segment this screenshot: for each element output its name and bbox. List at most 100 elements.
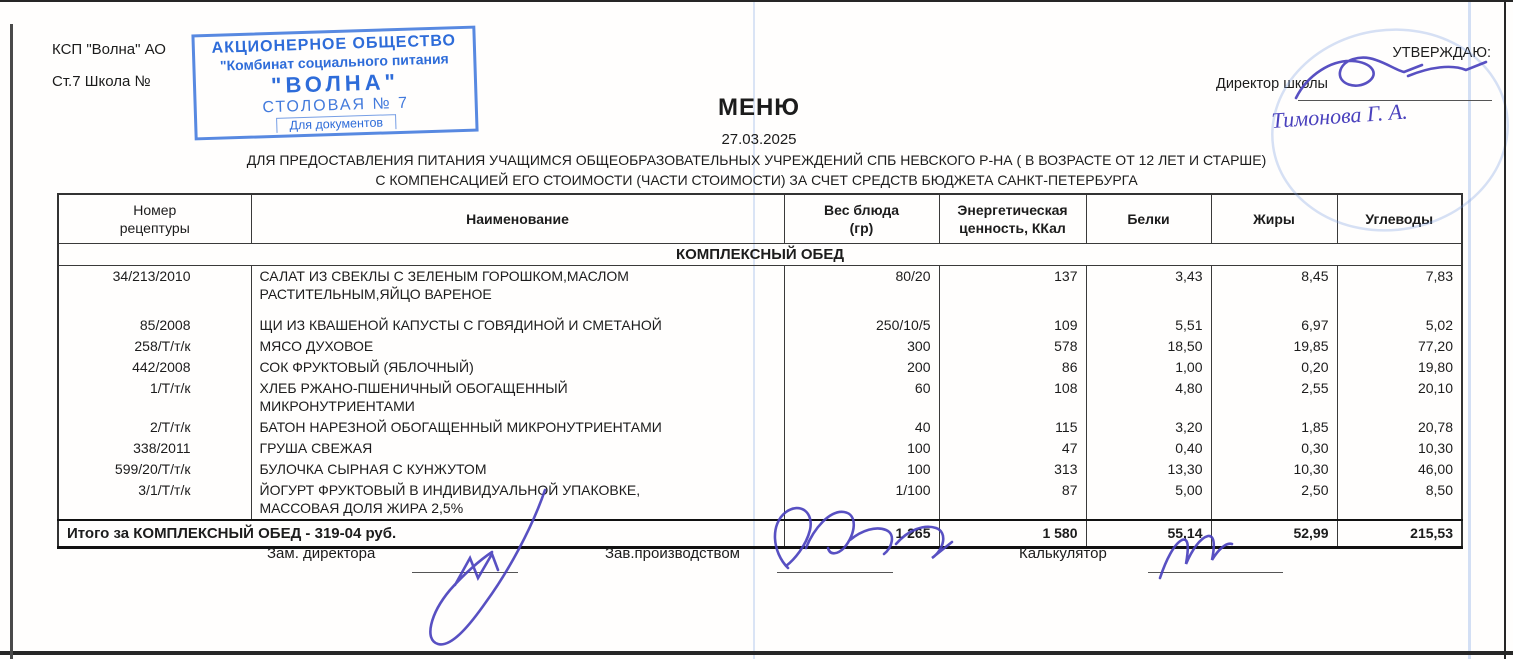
production-signature-line <box>777 572 893 573</box>
col-header-protein: Белки <box>1085 193 1212 244</box>
title-block: МЕНЮ 27.03.2025 <box>57 94 1461 148</box>
cell-protein: 5,51 <box>1085 315 1212 336</box>
purpose-text: ДЛЯ ПРЕДОСТАВЛЕНИЯ ПИТАНИЯ УЧАЩИМСЯ ОБЩЕ… <box>0 150 1513 190</box>
menu-row: 599/20/Т/т/к БУЛОЧКА СЫРНАЯ С КУНЖУТОМ 100… <box>57 459 1463 480</box>
col-header-fat: Жиры <box>1210 193 1338 244</box>
scan-fold-line <box>1468 0 1471 659</box>
menu-table-body: 34/213/2010 САЛАТ ИЗ СВЕКЛЫ С ЗЕЛЕНЫМ ГОР… <box>57 265 1463 520</box>
cell-name: САЛАТ ИЗ СВЕКЛЫ С ЗЕЛЕНЫМ ГОРОШКОМ,МАСЛО… <box>250 265 785 315</box>
cell-code: 338/2011 <box>57 438 252 459</box>
cell-fat: 0,30 <box>1210 438 1338 459</box>
cell-name: БАТОН НАРЕЗНОЙ ОБОГАЩЕННЫЙ МИКРОНУТРИЕНТ… <box>250 417 785 438</box>
deputy-signature-line <box>412 572 518 573</box>
total-kcal: 1 580 <box>938 519 1087 549</box>
cell-fat: 8,45 <box>1210 265 1338 315</box>
purpose-line-1: ДЛЯ ПРЕДОСТАВЛЕНИЯ ПИТАНИЯ УЧАЩИМСЯ ОБЩЕ… <box>246 152 1267 168</box>
org-sub: Ст.7 Школа № <box>52 73 151 90</box>
cell-code: 258/Т/т/к <box>57 336 252 357</box>
cell-kcal: 137 <box>938 265 1087 315</box>
col-header-weight: Вес блюда (гр) <box>783 193 940 244</box>
cell-protein: 0,40 <box>1085 438 1212 459</box>
cell-fat: 2,55 <box>1210 378 1338 417</box>
cell-weight: 1/100 <box>783 480 940 520</box>
cell-fat: 6,97 <box>1210 315 1338 336</box>
cell-kcal: 47 <box>938 438 1087 459</box>
cell-weight: 100 <box>783 459 940 480</box>
cell-code: 1/Т/т/к <box>57 378 252 417</box>
cell-fat: 2,50 <box>1210 480 1338 520</box>
cell-weight: 250/10/5 <box>783 315 940 336</box>
menu-date: 27.03.2025 <box>721 131 797 148</box>
cell-kcal: 86 <box>938 357 1087 378</box>
cell-carbs: 77,20 <box>1336 336 1463 357</box>
approve-label: УТВЕРЖДАЮ: <box>1392 45 1491 61</box>
menu-row: 442/2008 СОК ФРУКТОВЫЙ (ЯБЛОЧНЫЙ) 200 86 1,0… <box>57 357 1463 378</box>
total-fat: 52,99 <box>1210 519 1338 549</box>
org-name: КСП "Волна" АО <box>52 41 166 58</box>
cell-code: 599/20/Т/т/к <box>57 459 252 480</box>
calculator-signature-line <box>1148 572 1283 573</box>
cell-carbs: 7,83 <box>1336 265 1463 315</box>
cell-name: СОК ФРУКТОВЫЙ (ЯБЛОЧНЫЙ) <box>250 357 785 378</box>
total-row: Итого за КОМПЛЕКСНЫЙ ОБЕД - 319-04 руб. … <box>57 519 1463 549</box>
menu-row: 338/2011 ГРУША СВЕЖАЯ 100 47 0,40 0,30 10,30 <box>57 438 1463 459</box>
cell-weight: 40 <box>783 417 940 438</box>
dish-name: СОК ФРУКТОВЫЙ (ЯБЛОЧНЫЙ) <box>259 359 474 375</box>
col-header-energy: Энергетическая ценность, ККал <box>938 193 1087 244</box>
menu-row: 85/2008 ЩИ ИЗ КВАШЕНОЙ КАПУСТЫ С ГОВЯДИНО… <box>57 315 1463 336</box>
dish-name: МЯСО ДУХОВОЕ <box>259 338 374 354</box>
cell-name: ЙОГУРТ ФРУКТОВЫЙ В ИНДИВИДУАЛЬНОЙ УПАКОВ… <box>250 480 785 520</box>
col-header-carbs: Углеводы <box>1336 193 1463 244</box>
dish-name: ГРУША СВЕЖАЯ <box>259 440 373 456</box>
scan-border-left <box>10 24 13 659</box>
cell-protein: 18,50 <box>1085 336 1212 357</box>
dish-name: САЛАТ ИЗ СВЕКЛЫ С ЗЕЛЕНЫМ ГОРОШКОМ,МАСЛО… <box>259 268 629 302</box>
scan-border-right <box>1504 0 1506 659</box>
cell-protein: 5,00 <box>1085 480 1212 520</box>
cell-protein: 13,30 <box>1085 459 1212 480</box>
cell-carbs: 20,10 <box>1336 378 1463 417</box>
company-stamp: АКЦИОНЕРНОЕ ОБЩЕСТВО "Комбинат социально… <box>191 25 479 141</box>
cell-weight: 200 <box>783 357 940 378</box>
menu-row: 258/Т/т/к МЯСО ДУХОВОЕ 300 578 18,50 19,85 77,… <box>57 336 1463 357</box>
total-weight: 1 265 <box>783 519 940 549</box>
cell-kcal: 313 <box>938 459 1087 480</box>
production-manager-label: Зав.производством <box>605 545 740 562</box>
purpose-line-2: С КОМПЕНСАЦИЕЙ ЕГО СТОИМОСТИ (ЧАСТИ СТОИ… <box>375 172 1138 188</box>
cell-weight: 80/20 <box>783 265 940 315</box>
cell-kcal: 108 <box>938 378 1087 417</box>
table-header-row: Номер рецептуры Наименование Вес блюда (… <box>57 193 1463 244</box>
cell-kcal: 87 <box>938 480 1087 520</box>
page-title: МЕНЮ <box>717 94 801 121</box>
cell-protein: 3,43 <box>1085 265 1212 315</box>
cell-name: ХЛЕБ РЖАНО-ПШЕНИЧНЫЙ ОБОГАЩЕННЫЙ МИКРОНУ… <box>250 378 785 417</box>
cell-code: 442/2008 <box>57 357 252 378</box>
total-label: Итого за КОМПЛЕКСНЫЙ ОБЕД - 319-04 руб. <box>57 519 785 549</box>
col-header-recipe-number: Номер рецептуры <box>57 193 252 244</box>
cell-fat: 19,85 <box>1210 336 1338 357</box>
deputy-director-label: Зам. директора <box>267 545 376 562</box>
col-header-name: Наименование <box>250 193 785 244</box>
cell-kcal: 578 <box>938 336 1087 357</box>
dish-name: БУЛОЧКА СЫРНАЯ С КУНЖУТОМ <box>259 461 487 477</box>
menu-table: Номер рецептуры Наименование Вес блюда (… <box>57 193 1463 549</box>
stamp-line: "ВОЛНА" <box>270 68 400 98</box>
menu-row: 34/213/2010 САЛАТ ИЗ СВЕКЛЫ С ЗЕЛЕНЫМ ГОР… <box>57 265 1463 315</box>
director-signature-line <box>1298 100 1492 101</box>
cell-name: ГРУША СВЕЖАЯ <box>250 438 785 459</box>
cell-carbs: 8,50 <box>1336 480 1463 520</box>
cell-carbs: 20,78 <box>1336 417 1463 438</box>
scan-border-bottom <box>0 651 1513 655</box>
scan-border-top <box>0 0 1513 2</box>
cell-weight: 60 <box>783 378 940 417</box>
director-label: Директор школы <box>1216 76 1328 92</box>
total-protein: 55,14 <box>1085 519 1212 549</box>
cell-code: 3/1/Т/т/к <box>57 480 252 520</box>
cell-name: МЯСО ДУХОВОЕ <box>250 336 785 357</box>
cell-carbs: 46,00 <box>1336 459 1463 480</box>
cell-carbs: 10,30 <box>1336 438 1463 459</box>
dish-name: ЙОГУРТ ФРУКТОВЫЙ В ИНДИВИДУАЛЬНОЙ УПАКОВ… <box>259 482 641 516</box>
dish-name: БАТОН НАРЕЗНОЙ ОБОГАЩЕННЫЙ МИКРОНУТРИЕНТ… <box>259 419 662 435</box>
cell-code: 34/213/2010 <box>57 265 252 315</box>
cell-carbs: 19,80 <box>1336 357 1463 378</box>
